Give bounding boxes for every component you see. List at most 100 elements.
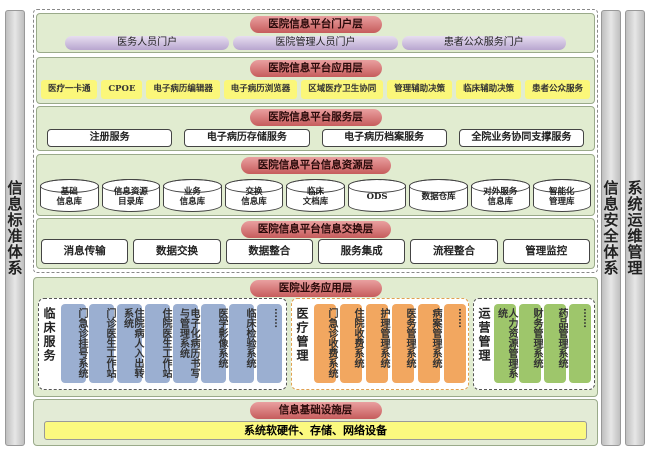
exchange-item: 消息传输 bbox=[41, 239, 129, 264]
database-cylinder: 临床 文档库 bbox=[286, 179, 345, 212]
business-layer: 医院业务应用层 临床服务 门急诊挂号系统 门诊医生工作站 住院病人入出转系统 住院医生工… bbox=[33, 277, 598, 397]
business-system-columns: 门急诊挂号系统 门诊医生工作站 住院病人入出转系统 住院医生工作站 电子化病历书写与管理… bbox=[61, 304, 283, 383]
business-system-item: 住院收费系统 bbox=[340, 304, 363, 383]
business-system-item: 人力资源管理系统 bbox=[494, 304, 517, 383]
database-label-line: 目录库 bbox=[118, 197, 144, 207]
info-security-system-bar: 信息安全体系 bbox=[601, 10, 621, 446]
info-standard-system-bar: 信息标准体系 bbox=[5, 10, 25, 446]
business-system-item: 住院病人入出转系统 bbox=[117, 304, 143, 383]
database-label: 信息资源 目录库 bbox=[103, 187, 160, 207]
resource-layer: 医院信息平台信息资源层 基础 信息库 信息资源 目录库 业务 信息库 交换 信息库 临床 文档库 O… bbox=[36, 154, 595, 216]
business-system-item: 财务管理系统 bbox=[519, 304, 542, 383]
business-system-item: 病案管理系统 bbox=[418, 304, 441, 383]
application-item: 患者公众服务 bbox=[525, 80, 591, 99]
service-items: 注册服务 电子病历存储服务 电子病历档案服务 全院业务协同支撑服务 bbox=[37, 129, 594, 147]
database-label-line: 交换 bbox=[245, 187, 263, 197]
application-item: 医疗一卡通 bbox=[41, 80, 98, 99]
database-label: 智能化 管理库 bbox=[534, 187, 591, 207]
portal-layer: 医院信息平台门户层 医务人员门户 医院管理人员门户 患者公众服务门户 bbox=[36, 13, 595, 53]
database-cylinder: 交换 信息库 bbox=[224, 179, 284, 212]
business-system-item: 电子化病历书写与管理系统 bbox=[173, 304, 199, 383]
business-layer-title: 医院业务应用层 bbox=[249, 280, 382, 297]
service-layer: 医院信息平台服务层 注册服务 电子病历存储服务 电子病历档案服务 全院业务协同支撑服务 bbox=[36, 106, 595, 151]
exchange-layer: 医院信息平台信息交换层 消息传输 数据交换 数据整合 服务集成 流程整合 管理监控 bbox=[36, 218, 595, 269]
application-item: 区域医疗卫生协同 bbox=[301, 80, 384, 99]
infrastructure-layer-title: 信息基础设施层 bbox=[249, 402, 382, 419]
database-label: 对外服务 信息库 bbox=[472, 187, 529, 207]
infrastructure-layer: 信息基础设施层 系统软硬件、存储、网络设备 bbox=[33, 399, 598, 446]
business-group: 医疗管理 门急诊收费系统 住院收费系统 护理管理系统 医务管理系统 病案管理系统…… bbox=[291, 298, 469, 390]
infrastructure-item: 系统软硬件、存储、网络设备 bbox=[44, 421, 587, 440]
business-system-columns: 门急诊收费系统 住院收费系统 护理管理系统 医务管理系统 病案管理系统…… bbox=[314, 304, 467, 383]
resource-items: 基础 信息库 信息资源 目录库 业务 信息库 交换 信息库 临床 文档库 ODS 数据仓库 对外服务 信息… bbox=[37, 179, 594, 212]
database-cylinder: 数据仓库 bbox=[409, 179, 468, 212]
business-system-item: 门急诊挂号系统 bbox=[61, 304, 87, 383]
platform-boundary bbox=[33, 9, 598, 273]
database-label-line: 信息库 bbox=[487, 197, 513, 207]
database-label-line: 管理库 bbox=[549, 197, 575, 207]
database-label: 业务 信息库 bbox=[164, 187, 221, 207]
business-system-item: …… bbox=[444, 304, 467, 383]
service-item: 注册服务 bbox=[47, 129, 173, 147]
exchange-item: 数据交换 bbox=[133, 239, 221, 264]
business-system-item: 住院医生工作站 bbox=[145, 304, 171, 383]
exchange-items: 消息传输 数据交换 数据整合 服务集成 流程整合 管理监控 bbox=[37, 239, 594, 264]
database-cylinder: 智能化 管理库 bbox=[532, 179, 592, 212]
application-layer: 医院信息平台应用层 医疗一卡通 CPOE 电子病历编辑器 电子病历浏览器 区域医疗卫生协… bbox=[36, 57, 595, 104]
database-label-line: 临床 bbox=[307, 187, 325, 197]
application-item: 电子病历编辑器 bbox=[146, 80, 220, 99]
portal-items: 医务人员门户 医院管理人员门户 患者公众服务门户 bbox=[37, 36, 594, 50]
database-cylinder: ODS bbox=[347, 179, 407, 212]
exchange-item: 管理监控 bbox=[502, 239, 590, 264]
business-group: 临床服务 门急诊挂号系统 门诊医生工作站 住院病人入出转系统 住院医生工作站 电子化病历书… bbox=[38, 298, 287, 390]
application-item: CPOE bbox=[101, 80, 143, 99]
business-system-columns: 人力资源管理系统 财务管理系统 药品管理系统…… bbox=[494, 304, 592, 383]
portal-item: 医院管理人员门户 bbox=[233, 36, 398, 50]
resource-layer-title: 医院信息平台信息资源层 bbox=[240, 157, 391, 174]
database-label-line: ODS bbox=[366, 192, 388, 202]
exchange-layer-title: 医院信息平台信息交换层 bbox=[240, 221, 391, 238]
portal-layer-title: 医院信息平台门户层 bbox=[249, 16, 382, 33]
database-label: ODS bbox=[349, 187, 406, 202]
ops-management-label: 系统运维管理 bbox=[625, 180, 644, 276]
ops-management-bar: 系统运维管理 bbox=[625, 10, 645, 446]
database-label-line: 业务 bbox=[183, 187, 201, 197]
database-cylinder: 业务 信息库 bbox=[163, 179, 222, 212]
database-label: 基础 信息库 bbox=[41, 187, 98, 207]
database-label-line: 信息库 bbox=[241, 197, 267, 207]
business-system-item: 医务管理系统 bbox=[392, 304, 415, 383]
application-item: 电子病历浏览器 bbox=[223, 80, 298, 99]
database-label: 临床 文档库 bbox=[287, 187, 344, 207]
business-group-label: 运营管理 bbox=[477, 307, 491, 363]
business-system-item: 药品管理系统 bbox=[544, 304, 567, 383]
service-item: 电子病历档案服务 bbox=[321, 129, 447, 147]
portal-item: 患者公众服务门户 bbox=[401, 36, 566, 50]
database-label-line: 对外服务 bbox=[483, 187, 518, 197]
exchange-item: 流程整合 bbox=[410, 239, 498, 264]
database-label-line: 数据仓库 bbox=[421, 192, 456, 202]
application-layer-title: 医院信息平台应用层 bbox=[249, 60, 382, 77]
business-system-item: 临床检验系统 bbox=[229, 304, 255, 383]
business-system-item: 医学影像系统 bbox=[201, 304, 227, 383]
service-layer-title: 医院信息平台服务层 bbox=[249, 109, 382, 126]
info-standard-label: 信息标准体系 bbox=[5, 180, 24, 276]
application-item: 管理辅助决策 bbox=[387, 80, 453, 99]
database-cylinder: 基础 信息库 bbox=[40, 179, 99, 212]
business-system-item: 门急诊收费系统 bbox=[314, 304, 337, 383]
application-items: 医疗一卡通 CPOE 电子病历编辑器 电子病历浏览器 区域医疗卫生协同 管理辅助决策 临床辅… bbox=[37, 80, 594, 99]
portal-item: 医务人员门户 bbox=[65, 36, 230, 50]
database-label: 交换 信息库 bbox=[226, 187, 283, 207]
database-label: 数据仓库 bbox=[410, 187, 467, 202]
business-system-item: …… bbox=[569, 304, 592, 383]
application-item: 临床辅助决策 bbox=[456, 80, 522, 99]
business-group-label: 医疗管理 bbox=[295, 307, 309, 363]
database-label-line: 信息库 bbox=[179, 197, 206, 207]
service-item: 全院业务协同支撑服务 bbox=[458, 129, 584, 147]
business-system-item: 护理管理系统 bbox=[366, 304, 389, 383]
business-group-label: 临床服务 bbox=[42, 307, 56, 363]
exchange-item: 数据整合 bbox=[225, 239, 313, 264]
info-security-label: 信息安全体系 bbox=[601, 180, 620, 276]
database-label-line: 信息资源 bbox=[113, 187, 148, 197]
database-cylinder: 信息资源 目录库 bbox=[101, 179, 161, 212]
database-cylinder: 对外服务 信息库 bbox=[470, 179, 530, 212]
